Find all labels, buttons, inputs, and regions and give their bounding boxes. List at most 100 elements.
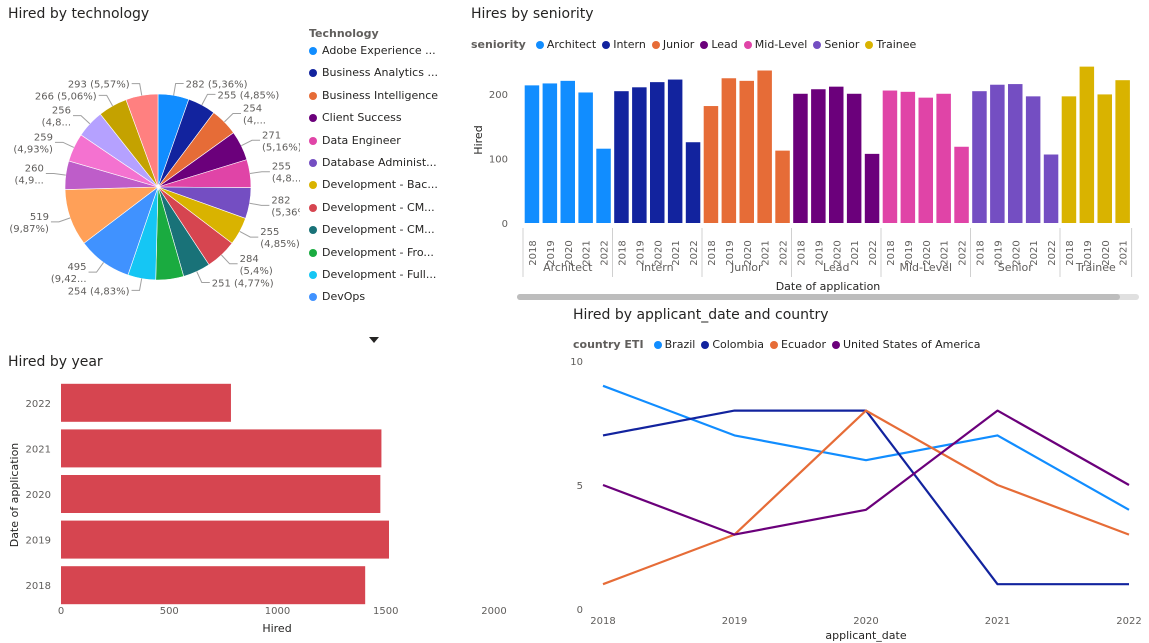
year-bar[interactable] (61, 566, 366, 605)
pie-legend-label: DevOps (322, 290, 366, 304)
seniority-bar[interactable] (596, 148, 611, 223)
seniority-legend-item[interactable]: Lead (700, 38, 738, 51)
seniority-group-label: Junior (730, 261, 763, 274)
seniority-bar[interactable] (882, 90, 898, 224)
seniority-bar[interactable] (811, 89, 826, 223)
seniority-bar[interactable] (936, 93, 951, 224)
seniority-bar[interactable] (685, 142, 701, 223)
seniority-bar[interactable] (739, 80, 755, 223)
seniority-x-tick: 2019 (725, 240, 736, 265)
seniority-bar[interactable] (1097, 94, 1113, 224)
pie-legend-item[interactable]: Data Engineer (309, 134, 401, 147)
line-legend-item[interactable]: Ecuador (770, 338, 826, 351)
year-bar[interactable] (61, 383, 231, 422)
line-x-tick: 2018 (590, 616, 615, 627)
seniority-bar[interactable] (864, 153, 880, 223)
line-legend-title: country ETI (573, 338, 644, 351)
seniority-x-tick: 2020 (922, 240, 933, 265)
pie-data-label-pct: (5,4%) (240, 266, 273, 277)
seniority-legend-item[interactable]: Trainee (865, 38, 916, 51)
pie-legend-item[interactable]: Development - CM... (309, 223, 435, 236)
pie-legend-item[interactable]: Development - CM... (309, 201, 435, 214)
pie-legend-item[interactable]: Development - Fro... (309, 246, 434, 259)
legend-dot-icon (309, 91, 317, 100)
pie-slice[interactable] (125, 93, 159, 188)
scroll-down-icon[interactable] (369, 337, 379, 343)
seniority-legend-item[interactable]: Senior (813, 38, 859, 51)
seniority-bar[interactable] (900, 91, 916, 223)
seniority-x-tick: 2020 (832, 240, 843, 265)
seniority-bar[interactable] (703, 106, 719, 223)
seniority-bar[interactable] (721, 78, 737, 223)
seniority-bar[interactable] (632, 87, 647, 223)
seniority-bar[interactable] (1079, 66, 1095, 223)
pie-legend-item[interactable]: Adobe Experience ... (309, 44, 436, 57)
seniority-bar[interactable] (1043, 154, 1059, 223)
pie-legend-item[interactable]: Business Analytics ... (309, 66, 438, 79)
seniority-legend-label: Mid-Level (754, 38, 808, 51)
legend-dot-icon (309, 159, 317, 167)
line-legend-item[interactable]: Colombia (701, 338, 764, 351)
seniority-bar[interactable] (972, 91, 987, 223)
pie-legend-item[interactable]: Client Success (309, 111, 402, 124)
seniority-bar[interactable] (918, 97, 934, 223)
legend-dot-icon (309, 136, 317, 145)
pie-leader-line (224, 113, 241, 123)
pie-data-label: 259 (34, 132, 53, 143)
line-legend-item[interactable]: United States of America (832, 338, 980, 351)
year-bar[interactable] (61, 475, 381, 513)
seniority-legend-item[interactable]: Architect (535, 38, 596, 51)
seniority-bar[interactable] (1025, 96, 1041, 223)
legend-dot-icon (832, 341, 840, 349)
seniority-bar[interactable] (954, 146, 969, 223)
year-bar[interactable] (61, 429, 382, 468)
line-y-tick: 0 (577, 605, 583, 616)
seniority-bar[interactable] (667, 79, 683, 223)
line-series[interactable] (602, 409, 1129, 586)
seniority-x-tick: 2021 (582, 240, 593, 265)
seniority-bar[interactable] (524, 85, 540, 223)
legend-dot-icon (813, 41, 822, 49)
year-bar[interactable] (61, 520, 389, 559)
seniority-legend-item[interactable]: Junior (651, 38, 694, 51)
seniority-bar[interactable] (1061, 96, 1077, 223)
pie-data-label: 271 (262, 130, 281, 141)
seniority-bar[interactable] (578, 92, 593, 223)
year-x-axis-title: Hired (262, 622, 291, 635)
seniority-bar[interactable] (829, 86, 844, 224)
seniority-bar[interactable] (990, 84, 1005, 223)
pie-leader-line (239, 230, 259, 238)
line-series[interactable] (602, 409, 1130, 536)
seniority-legend: seniority Architect Intern Junior Lead Mid-L… (471, 33, 922, 52)
seniority-bar[interactable] (614, 91, 629, 223)
pie-legend-item[interactable]: Development - Full... (309, 268, 436, 281)
seniority-bar[interactable] (560, 80, 576, 223)
seniority-bar[interactable] (846, 93, 862, 224)
seniority-x-tick: 2018 (796, 240, 807, 265)
line-series[interactable] (602, 384, 1130, 511)
pie-legend-item[interactable]: Development - Bac... (309, 178, 438, 191)
line-legend-item[interactable]: Brazil (653, 338, 695, 351)
seniority-bar[interactable] (757, 70, 772, 223)
pie-legend-item[interactable]: Database Administ... (309, 156, 437, 169)
pie-legend-label: Adobe Experience ... (322, 44, 436, 57)
line-visual: Hired by applicant_date and country coun… (566, 300, 1149, 643)
year-y-tick: 2021 (26, 444, 51, 455)
seniority-legend-item[interactable]: Intern (602, 38, 646, 51)
pie-data-label: 255 (272, 162, 291, 173)
pie-visual: Hired by technology 282 (5,36%) 255 (4,85… (0, 0, 460, 343)
line-series[interactable] (602, 409, 1130, 586)
pie-legend-item[interactable]: Business Intelligence (309, 89, 438, 102)
pie-data-label: 284 (240, 254, 259, 265)
seniority-bar[interactable] (650, 82, 665, 223)
seniority-bar[interactable] (1115, 80, 1130, 223)
legend-dot-icon (309, 47, 317, 55)
seniority-bar[interactable] (775, 150, 790, 223)
seniority-bar[interactable] (793, 93, 808, 224)
seniority-bar[interactable] (1008, 84, 1023, 223)
legend-dot-icon (309, 271, 317, 279)
seniority-legend-item[interactable]: Mid-Level (743, 38, 808, 51)
horizontal-scrollbar-thumb[interactable] (517, 294, 1120, 300)
pie-legend-item[interactable]: DevOps (309, 290, 365, 303)
seniority-bar[interactable] (542, 83, 558, 223)
